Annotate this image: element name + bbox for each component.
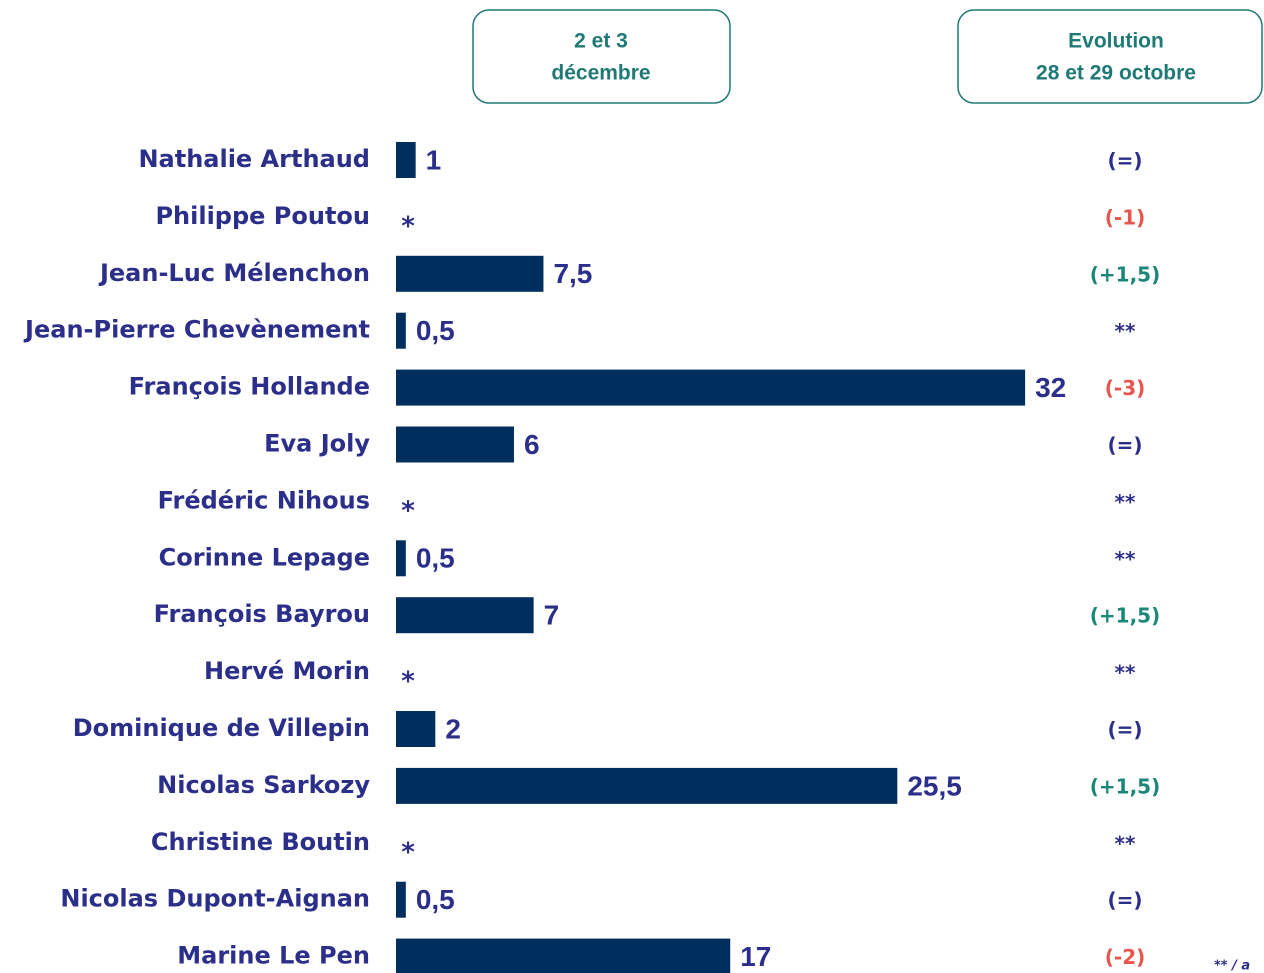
evolution-label: (-3) (1105, 376, 1146, 400)
bar (396, 767, 898, 804)
bar (396, 938, 731, 973)
value-label: 1 (426, 144, 442, 175)
bar (396, 540, 406, 577)
value-label: 7 (544, 600, 560, 631)
value-label: 2 (445, 713, 461, 744)
value-label: * (401, 837, 415, 867)
category-label: Hervé Morin (204, 657, 370, 685)
evolution-label: ** (1115, 831, 1136, 855)
footnote: ** / a (1214, 959, 1250, 973)
category-label: Philippe Poutou (155, 202, 370, 230)
value-label: 0,5 (416, 543, 455, 574)
bar (396, 881, 406, 918)
value-label: 32 (1035, 372, 1066, 403)
value-label: 0,5 (416, 884, 455, 915)
evolution-label: ** (1115, 547, 1136, 571)
value-label: 25,5 (907, 770, 962, 801)
evolution-label: ** (1115, 661, 1136, 685)
value-label: * (401, 667, 415, 697)
header-box (957, 9, 1263, 104)
value-label: 17 (740, 941, 771, 972)
category-label: François Hollande (129, 373, 370, 401)
value-label: 7,5 (553, 258, 592, 289)
category-label: Jean-Pierre Chevènement (23, 316, 370, 344)
evolution-label: (=) (1107, 888, 1142, 912)
evolution-label: (-2) (1105, 945, 1146, 969)
bar (396, 255, 544, 292)
header-box (472, 9, 731, 104)
header-text: 28 et 29 octobre (1036, 62, 1196, 85)
evolution-label: (+1,5) (1090, 262, 1160, 286)
bar (396, 426, 514, 463)
evolution-label: (-1) (1105, 205, 1146, 229)
category-label: Frédéric Nihous (158, 486, 370, 514)
header-text: décembre (551, 62, 650, 85)
category-label: Nicolas Sarkozy (157, 771, 370, 799)
evolution-label: (=) (1107, 718, 1142, 742)
category-label: Marine Le Pen (177, 942, 370, 970)
category-label: Jean-Luc Mélenchon (98, 259, 370, 287)
evolution-label: ** (1115, 490, 1136, 514)
bar (396, 369, 1026, 406)
bar (396, 312, 406, 349)
category-label: Corinne Lepage (159, 543, 370, 571)
category-label: Nathalie Arthaud (138, 145, 370, 173)
evolution-label: (=) (1107, 433, 1142, 457)
header-text: 2 et 3 (574, 30, 628, 53)
category-label: Nicolas Dupont-Aignan (60, 885, 370, 913)
value-label: * (401, 496, 415, 526)
evolution-label: (+1,5) (1090, 604, 1160, 628)
evolution-label: (=) (1107, 149, 1142, 173)
header-text: Evolution (1068, 30, 1164, 53)
bar (396, 597, 534, 634)
value-label: * (401, 211, 415, 241)
category-label: Christine Boutin (151, 828, 370, 856)
category-label: Dominique de Villepin (73, 714, 370, 742)
bar (396, 142, 416, 178)
bar (396, 711, 436, 747)
value-label: 0,5 (416, 315, 455, 346)
category-label: François Bayrou (154, 600, 370, 628)
value-label: 6 (524, 429, 540, 460)
category-label: Eva Joly (264, 430, 370, 458)
evolution-label: (+1,5) (1090, 774, 1160, 798)
evolution-label: ** (1115, 319, 1136, 343)
